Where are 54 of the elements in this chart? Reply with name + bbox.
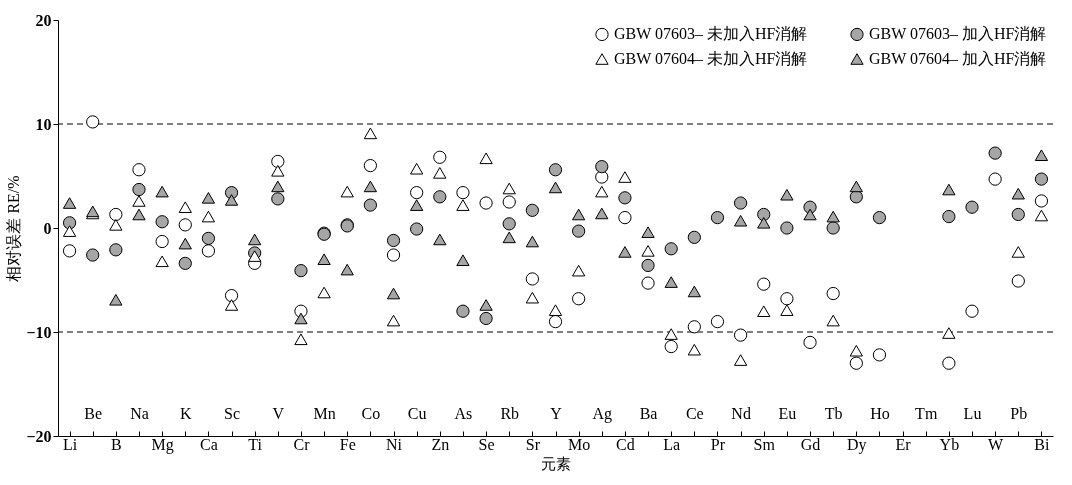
x-tick-label: Mn: [313, 404, 336, 422]
x-tick-label: Y: [550, 404, 563, 422]
x-tick-label: La: [663, 435, 681, 453]
y-tick-label: 20: [35, 11, 52, 29]
x-tick-label: Tm: [915, 404, 938, 422]
x-tick-label: W: [988, 435, 1005, 453]
x-tick-label: Er: [895, 435, 912, 453]
x-tick-label: B: [111, 435, 122, 453]
x-tick-label: Sm: [753, 435, 776, 453]
x-tick-label: As: [454, 404, 473, 422]
legend-label: GBW 07603– 未加入HF消解: [614, 25, 808, 43]
x-tick-label: Sr: [525, 435, 541, 453]
x-tick-label: Cu: [407, 404, 427, 422]
x-tick-label: Be: [84, 404, 103, 422]
x-tick-label: Dy: [847, 435, 867, 454]
y-tick-label: 0: [43, 219, 52, 237]
x-tick-label: Mg: [151, 435, 174, 454]
x-tick-label: Sc: [224, 404, 241, 422]
legend-label: GBW 07604– 未加入HF消解: [614, 50, 808, 67]
y-tick-label: 10: [35, 115, 52, 133]
x-tick-label: Lu: [963, 404, 982, 422]
legend-label: GBW 07604– 加入HF消解: [869, 50, 1047, 67]
x-tick-label: V: [272, 404, 285, 422]
x-tick-label: Ni: [386, 435, 403, 453]
y-axis-title: 相对误差 RE/%: [5, 175, 23, 282]
x-tick-label: Zn: [431, 435, 450, 453]
x-tick-label: Mo: [568, 435, 591, 453]
x-tick-label: Eu: [778, 404, 797, 422]
x-tick-label: Ag: [592, 404, 613, 423]
x-tick-label: Rb: [500, 404, 520, 422]
x-tick-label: Yb: [939, 435, 960, 453]
x-tick-label: Cd: [616, 435, 635, 453]
x-tick-label: K: [179, 404, 192, 422]
x-tick-label: Pr: [710, 435, 726, 453]
x-tick-label: Bi: [1034, 435, 1051, 453]
x-tick-label: Ce: [685, 404, 704, 422]
x-tick-label: Ho: [870, 404, 890, 422]
y-tick-label: −10: [26, 323, 52, 341]
legend-label: GBW 07603– 加入HF消解: [869, 25, 1047, 43]
x-tick-label: Ca: [200, 435, 218, 453]
x-tick-label: Fe: [339, 435, 356, 453]
x-axis-title: 元素: [541, 455, 571, 472]
x-tick-label: Se: [478, 435, 495, 453]
x-tick-label: Ti: [248, 435, 263, 453]
x-tick-label: Cr: [293, 435, 311, 453]
x-tick-label: Gd: [800, 435, 821, 453]
x-tick-label: Nd: [731, 404, 751, 422]
x-tick-label: Na: [130, 404, 149, 422]
x-tick-label: Li: [62, 435, 78, 453]
x-tick-label: Ba: [639, 404, 658, 422]
x-tick-label: Co: [361, 404, 381, 422]
x-tick-label: Tb: [824, 404, 843, 422]
y-tick-label: −20: [26, 427, 52, 445]
x-tick-label: Pb: [1010, 404, 1028, 422]
